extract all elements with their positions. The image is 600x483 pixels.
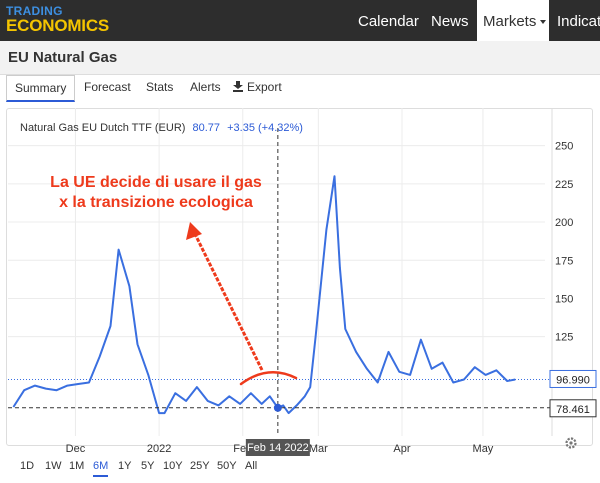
nav-calendar[interactable]: Calendar [358, 13, 419, 30]
annotation-line-2: x la transizione ecologica [59, 194, 253, 211]
legend-value: 80.77 [193, 122, 221, 134]
last-value-label: 96.990 [549, 369, 597, 388]
title-bar: EU Natural Gas [0, 41, 600, 75]
range-25y[interactable]: 25Y [190, 460, 210, 472]
tab-summary[interactable]: Summary [6, 75, 76, 102]
page-title: EU Natural Gas [8, 49, 118, 66]
chevron-down-icon [540, 20, 547, 25]
logo-line-1: TRADING [6, 4, 63, 18]
range-6m[interactable]: 6M [93, 460, 109, 477]
tab-export-label: Export [247, 80, 282, 94]
tab-bar: Summary Forecast Stats Alerts Export [0, 75, 600, 102]
y-tick-label: 225 [555, 179, 573, 191]
crosshair-point [273, 403, 282, 412]
range-1m[interactable]: 1M [69, 460, 85, 472]
chart-legend: Natural Gas EU Dutch TTF (EUR) 80.77 +3.… [20, 122, 303, 134]
x-tick-label: Apr [393, 443, 410, 455]
range-50y[interactable]: 50Y [217, 460, 237, 472]
y-tick-label: 175 [555, 255, 573, 267]
range-1y[interactable]: 1Y [118, 460, 132, 472]
annotation-line-1: La UE decide di usare il gas [50, 174, 262, 191]
time-range-selector: 1D 1W 1M 6M 1Y 5Y 10Y 25Y 50Y All [0, 456, 600, 483]
top-navigation-bar: TRADING ECONOMICS Calendar News Markets … [0, 0, 600, 41]
series-line [12, 175, 516, 415]
range-5y[interactable]: 5Y [141, 460, 155, 472]
nav-news[interactable]: News [431, 13, 469, 30]
y-tick-label: 250 [555, 141, 573, 153]
y-tick-label: 150 [555, 293, 573, 305]
tab-alerts[interactable]: Alerts [190, 80, 221, 94]
y-tick-label: 125 [555, 332, 573, 344]
range-1d[interactable]: 1D [20, 460, 35, 472]
last-value-text: 96.990 [556, 374, 590, 386]
trading-economics-logo[interactable]: TRADING ECONOMICS [6, 5, 109, 34]
crosshair-date-text: Feb 14 2022 [247, 442, 309, 454]
tab-export[interactable]: Export [233, 75, 282, 102]
range-all[interactable]: All [245, 460, 258, 472]
annotation-arc [239, 371, 298, 386]
crosshair-value-label: 78.461 [549, 399, 597, 418]
x-tick-label: Mar [309, 443, 328, 455]
y-tick-label: 200 [555, 217, 573, 229]
tab-stats[interactable]: Stats [146, 80, 174, 94]
crosshair-date-label: Feb 14 2022 [245, 439, 310, 456]
x-tick-label: 2022 [147, 443, 171, 455]
nav-markets[interactable]: Markets [477, 0, 549, 41]
annotation-arrow-head [186, 222, 202, 240]
x-tick-label: Dec [66, 443, 86, 455]
nav-markets-label: Markets [483, 13, 537, 30]
x-tick-label: May [473, 443, 494, 455]
y-axis-ticks: 125 150 175 200 225 250 [555, 141, 573, 344]
legend-change: +3.35 (+4.32%) [227, 122, 303, 134]
download-icon [233, 81, 243, 92]
annotation-arrow [194, 235, 264, 371]
grid-lines [8, 108, 553, 436]
range-1w[interactable]: 1W [45, 460, 62, 472]
logo-line-2: ECONOMICS [6, 16, 110, 35]
gear-icon[interactable] [565, 437, 577, 449]
legend-series-name: Natural Gas EU Dutch TTF (EUR) [20, 122, 185, 134]
range-10y[interactable]: 10Y [163, 460, 183, 472]
tab-forecast[interactable]: Forecast [84, 80, 131, 94]
crosshair-value-text: 78.461 [556, 404, 590, 416]
nav-indicators[interactable]: Indicat [557, 13, 600, 30]
